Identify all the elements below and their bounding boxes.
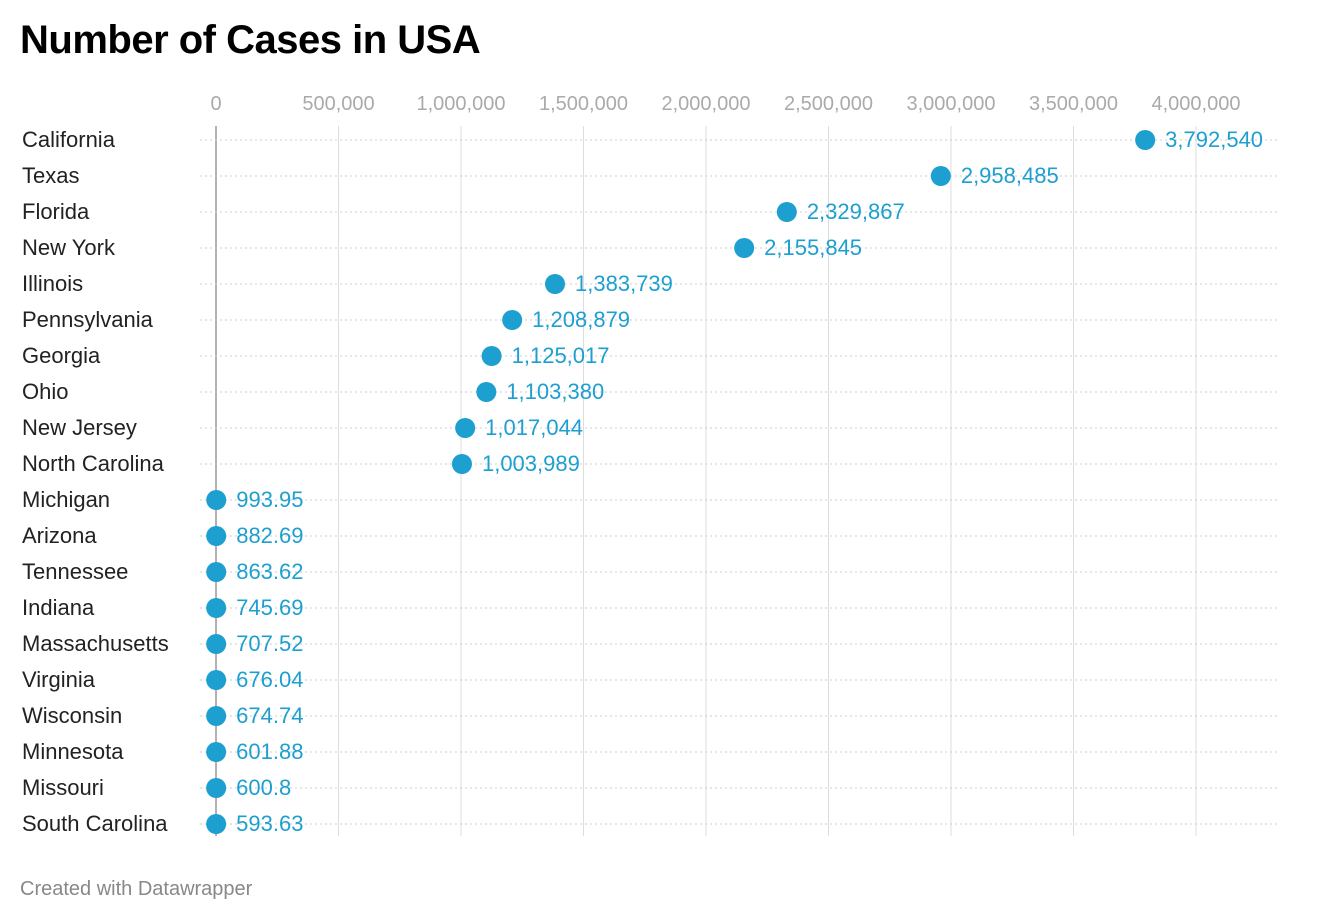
data-point: [206, 706, 227, 726]
data-point: [206, 778, 227, 798]
x-tick-label: 3,500,000: [1029, 93, 1118, 115]
data-point: [206, 742, 227, 762]
value-label: 1,017,044: [485, 415, 583, 440]
value-label: 1,103,380: [506, 379, 604, 404]
value-label: 1,208,879: [532, 307, 630, 332]
data-point: [206, 562, 227, 582]
category-labels: California Texas Florida New York Illinois Pe…: [22, 127, 169, 836]
data-point: [776, 202, 797, 222]
category-label: Georgia: [22, 343, 101, 368]
category-label: Arizona: [22, 523, 97, 548]
category-label: North Carolina: [22, 451, 165, 476]
gridlines: [215, 126, 1197, 836]
chart-title: Number of Cases in USA: [20, 18, 481, 62]
value-labels: 3,792,540 2,958,485 2,329,867 2,155,845 1,38…: [236, 127, 1263, 836]
category-label: Texas: [22, 163, 79, 188]
dot-plot-chart: 0 500,000 1,000,000 1,500,000 2,000,000 2,500…: [22, 93, 1280, 836]
category-label: South Carolina: [22, 811, 168, 836]
data-point: [545, 274, 566, 294]
value-label: 745.69: [236, 595, 303, 620]
category-label: Tennessee: [22, 559, 128, 584]
x-tick-label: 1,500,000: [539, 93, 628, 115]
category-label: Massachusetts: [22, 631, 169, 656]
category-label: Minnesota: [22, 739, 124, 764]
data-point: [206, 634, 227, 654]
x-tick-label: 2,500,000: [784, 93, 873, 115]
x-tick-label: 2,000,000: [662, 93, 751, 115]
x-tick-label: 3,000,000: [907, 93, 996, 115]
category-label: Florida: [22, 199, 90, 224]
data-point: [206, 490, 227, 510]
value-label: 674.74: [236, 703, 303, 728]
category-label: Ohio: [22, 379, 68, 404]
category-label: Virginia: [22, 667, 96, 692]
category-label: Michigan: [22, 487, 110, 512]
value-label: 707.52: [236, 631, 303, 656]
row-rules: [200, 139, 1280, 825]
category-label: New Jersey: [22, 415, 137, 440]
data-point: [476, 382, 497, 402]
value-label: 676.04: [236, 667, 303, 692]
value-label: 593.63: [236, 811, 303, 836]
value-label: 2,329,867: [807, 199, 905, 224]
value-label: 1,003,989: [482, 451, 580, 476]
value-label: 882.69: [236, 523, 303, 548]
data-point: [206, 814, 227, 834]
value-label: 600.8: [236, 775, 291, 800]
category-label: Wisconsin: [22, 703, 122, 728]
data-points: [206, 130, 1156, 834]
category-label: Missouri: [22, 775, 104, 800]
data-point: [206, 526, 227, 546]
data-point: [734, 238, 755, 258]
data-point: [455, 418, 476, 438]
value-label: 863.62: [236, 559, 303, 584]
data-point: [1135, 130, 1156, 150]
data-point: [481, 346, 502, 366]
value-label: 1,125,017: [512, 343, 610, 368]
x-tick-label: 1,000,000: [417, 93, 506, 115]
category-label: Illinois: [22, 271, 83, 296]
category-label: New York: [22, 235, 116, 260]
footer-credit: Created with Datawrapper: [20, 878, 253, 900]
value-label: 601.88: [236, 739, 303, 764]
data-point: [451, 454, 472, 474]
value-label: 3,792,540: [1165, 127, 1263, 152]
x-tick-label: 4,000,000: [1152, 93, 1241, 115]
value-label: 1,383,739: [575, 271, 673, 296]
x-tick-label: 500,000: [302, 93, 374, 115]
data-point: [206, 598, 227, 618]
category-label: Pennsylvania: [22, 307, 154, 332]
data-point: [502, 310, 523, 330]
x-axis-ticks: 0 500,000 1,000,000 1,500,000 2,000,000 2,500…: [210, 93, 1240, 115]
category-label: California: [22, 127, 116, 152]
data-point: [206, 670, 227, 690]
value-label: 993.95: [236, 487, 303, 512]
x-tick-label: 0: [210, 93, 221, 115]
value-label: 2,155,845: [764, 235, 862, 260]
category-label: Indiana: [22, 595, 95, 620]
data-point: [930, 166, 951, 186]
value-label: 2,958,485: [961, 163, 1059, 188]
